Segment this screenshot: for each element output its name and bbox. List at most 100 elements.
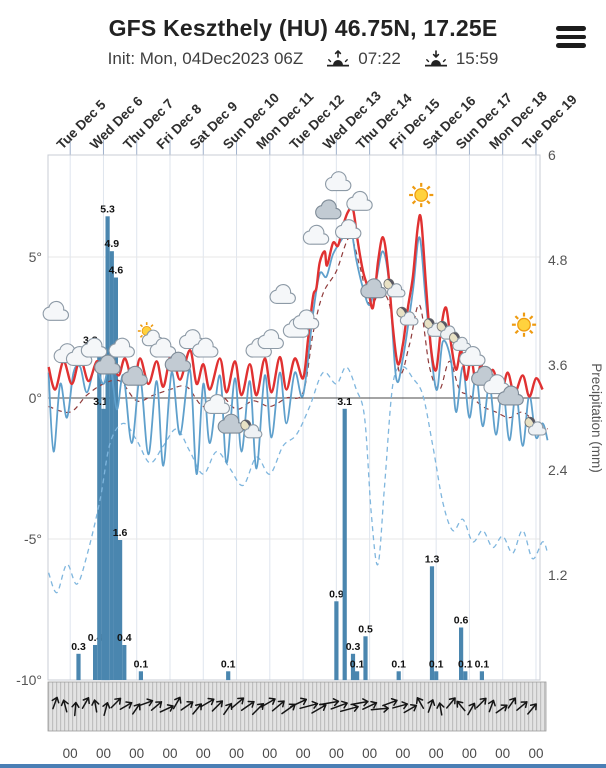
sun-icon xyxy=(409,182,434,208)
wind-arrow-icon xyxy=(172,696,182,710)
cloud-icon xyxy=(80,337,108,358)
precip-bar xyxy=(105,216,110,681)
precip-bar-label: 0.1 xyxy=(134,658,149,670)
y-left-tick-label: -10° xyxy=(16,672,42,688)
cloud-icon xyxy=(302,224,330,245)
time-label: 00 xyxy=(63,746,78,761)
precip-bar xyxy=(459,627,464,680)
precip-bar-label: 3.1 xyxy=(93,396,108,408)
wind-arrow-icon xyxy=(527,703,537,715)
precip-bar-label: 0.1 xyxy=(458,658,473,670)
precip-bar xyxy=(138,671,143,681)
precip-bar xyxy=(101,408,106,681)
wind-arrow-icon xyxy=(403,704,418,714)
precip-bar-label: 0.3 xyxy=(346,641,361,653)
wind-strip xyxy=(47,681,547,732)
cloud-icon xyxy=(346,190,373,211)
wind-arrow-icon xyxy=(495,704,508,714)
y-right-tick-label: 1.2 xyxy=(548,567,568,583)
precip-bar xyxy=(97,347,102,680)
precip-bar-label: 0.1 xyxy=(391,658,406,670)
y-left-tick-label: -5° xyxy=(24,531,42,547)
time-label: 00 xyxy=(429,746,444,761)
time-label: 00 xyxy=(462,746,477,761)
y-right-tick-label: 6 xyxy=(548,147,556,163)
y-left-tick-label: 5° xyxy=(29,249,42,265)
cloud-icon xyxy=(42,300,69,321)
wind-arrow-icon xyxy=(71,701,80,717)
precip-bar xyxy=(122,645,127,680)
time-label: 00 xyxy=(495,746,510,761)
precip-bar-label: 0.9 xyxy=(329,588,344,600)
wind-arrow-icon xyxy=(240,700,255,712)
time-label: 00 xyxy=(96,746,111,761)
precip-bar xyxy=(434,671,439,681)
wind-arrow-icon xyxy=(211,700,224,712)
wind-arrow-icon xyxy=(139,698,154,707)
wind-arrow-icon xyxy=(507,697,517,709)
precip-bar-label: 0.1 xyxy=(221,658,236,670)
wind-arrow-icon xyxy=(180,701,194,711)
precip-bar-label: 1.3 xyxy=(425,553,440,565)
precip-bar xyxy=(109,251,114,680)
series-solid-blue xyxy=(47,221,549,476)
precip-bar-label: 3.1 xyxy=(337,396,352,408)
wind-arrow-icon xyxy=(119,701,133,710)
sunrise-icon xyxy=(327,50,350,67)
dark-cloud-icon xyxy=(497,385,524,406)
precip-bar-label: 0.3 xyxy=(71,641,86,653)
wind-arrow-icon xyxy=(392,701,409,710)
precip-bar-label: 0.4 xyxy=(117,632,132,644)
sunset-time: 15:59 xyxy=(455,49,499,68)
page-title: GFS Keszthely (HU) 46.75N, 17.25E xyxy=(108,15,498,41)
sunset-icon xyxy=(424,50,447,67)
wind-arrow-icon xyxy=(271,700,285,712)
wind-arrow-icon xyxy=(475,697,487,709)
cloud-icon xyxy=(257,329,284,350)
cloud-icon xyxy=(459,346,486,366)
y-right-tick-label: 2.4 xyxy=(548,462,568,478)
wind-arrow-icon xyxy=(487,699,496,713)
hamburger-icon xyxy=(556,26,586,31)
cloud-icon xyxy=(292,309,320,330)
precip-bar-label: 0.5 xyxy=(358,623,373,635)
precip-bar xyxy=(429,566,435,681)
header: GFS Keszthely (HU) 46.75N, 17.25E Init: … xyxy=(0,0,606,90)
menu-button[interactable] xyxy=(556,26,586,48)
wind-arrow-icon xyxy=(159,704,174,713)
moon-behind-cloud-icon xyxy=(383,278,406,298)
cloud-icon xyxy=(108,337,135,358)
precip-bar-label: 5.3 xyxy=(100,203,115,215)
wind-arrow-icon xyxy=(467,702,476,716)
precip-bar-label: 0.1 xyxy=(475,658,490,670)
wind-arrow-icon xyxy=(51,696,60,710)
dark-cloud-icon xyxy=(360,278,387,299)
precip-bar-label: 0.1 xyxy=(350,658,365,670)
wind-arrow-icon xyxy=(318,698,340,707)
wind-arrow-icon xyxy=(260,697,276,708)
wind-arrow-icon xyxy=(456,700,466,712)
time-label: 00 xyxy=(162,746,177,761)
wind-arrow-icon xyxy=(102,701,111,717)
wind-arrow-icon xyxy=(231,697,245,709)
precip-bar xyxy=(118,540,123,680)
precip-bar xyxy=(355,671,360,681)
y-right-tick-label: 3.6 xyxy=(548,357,568,373)
cloud-icon xyxy=(325,171,352,192)
wind-arrow-icon xyxy=(200,697,215,708)
y-right-axis-title: Precipitation (mm) xyxy=(589,363,604,473)
time-label: 00 xyxy=(362,746,377,761)
precip-bar-label: 1.6 xyxy=(113,527,128,539)
precip-bar-label: 4.9 xyxy=(104,238,119,250)
precip-bar xyxy=(226,671,231,681)
precip-bar-label: 0.6 xyxy=(454,615,469,627)
dark-cloud-icon xyxy=(94,354,121,375)
plot-border xyxy=(47,154,541,681)
wind-arrow-icon xyxy=(299,700,319,710)
wind-arrow-icon xyxy=(445,697,456,709)
cloud-icon xyxy=(335,219,362,240)
moon-behind-cloud-icon xyxy=(396,306,419,326)
time-label: 00 xyxy=(296,746,311,761)
wind-arrow-icon xyxy=(415,697,425,709)
